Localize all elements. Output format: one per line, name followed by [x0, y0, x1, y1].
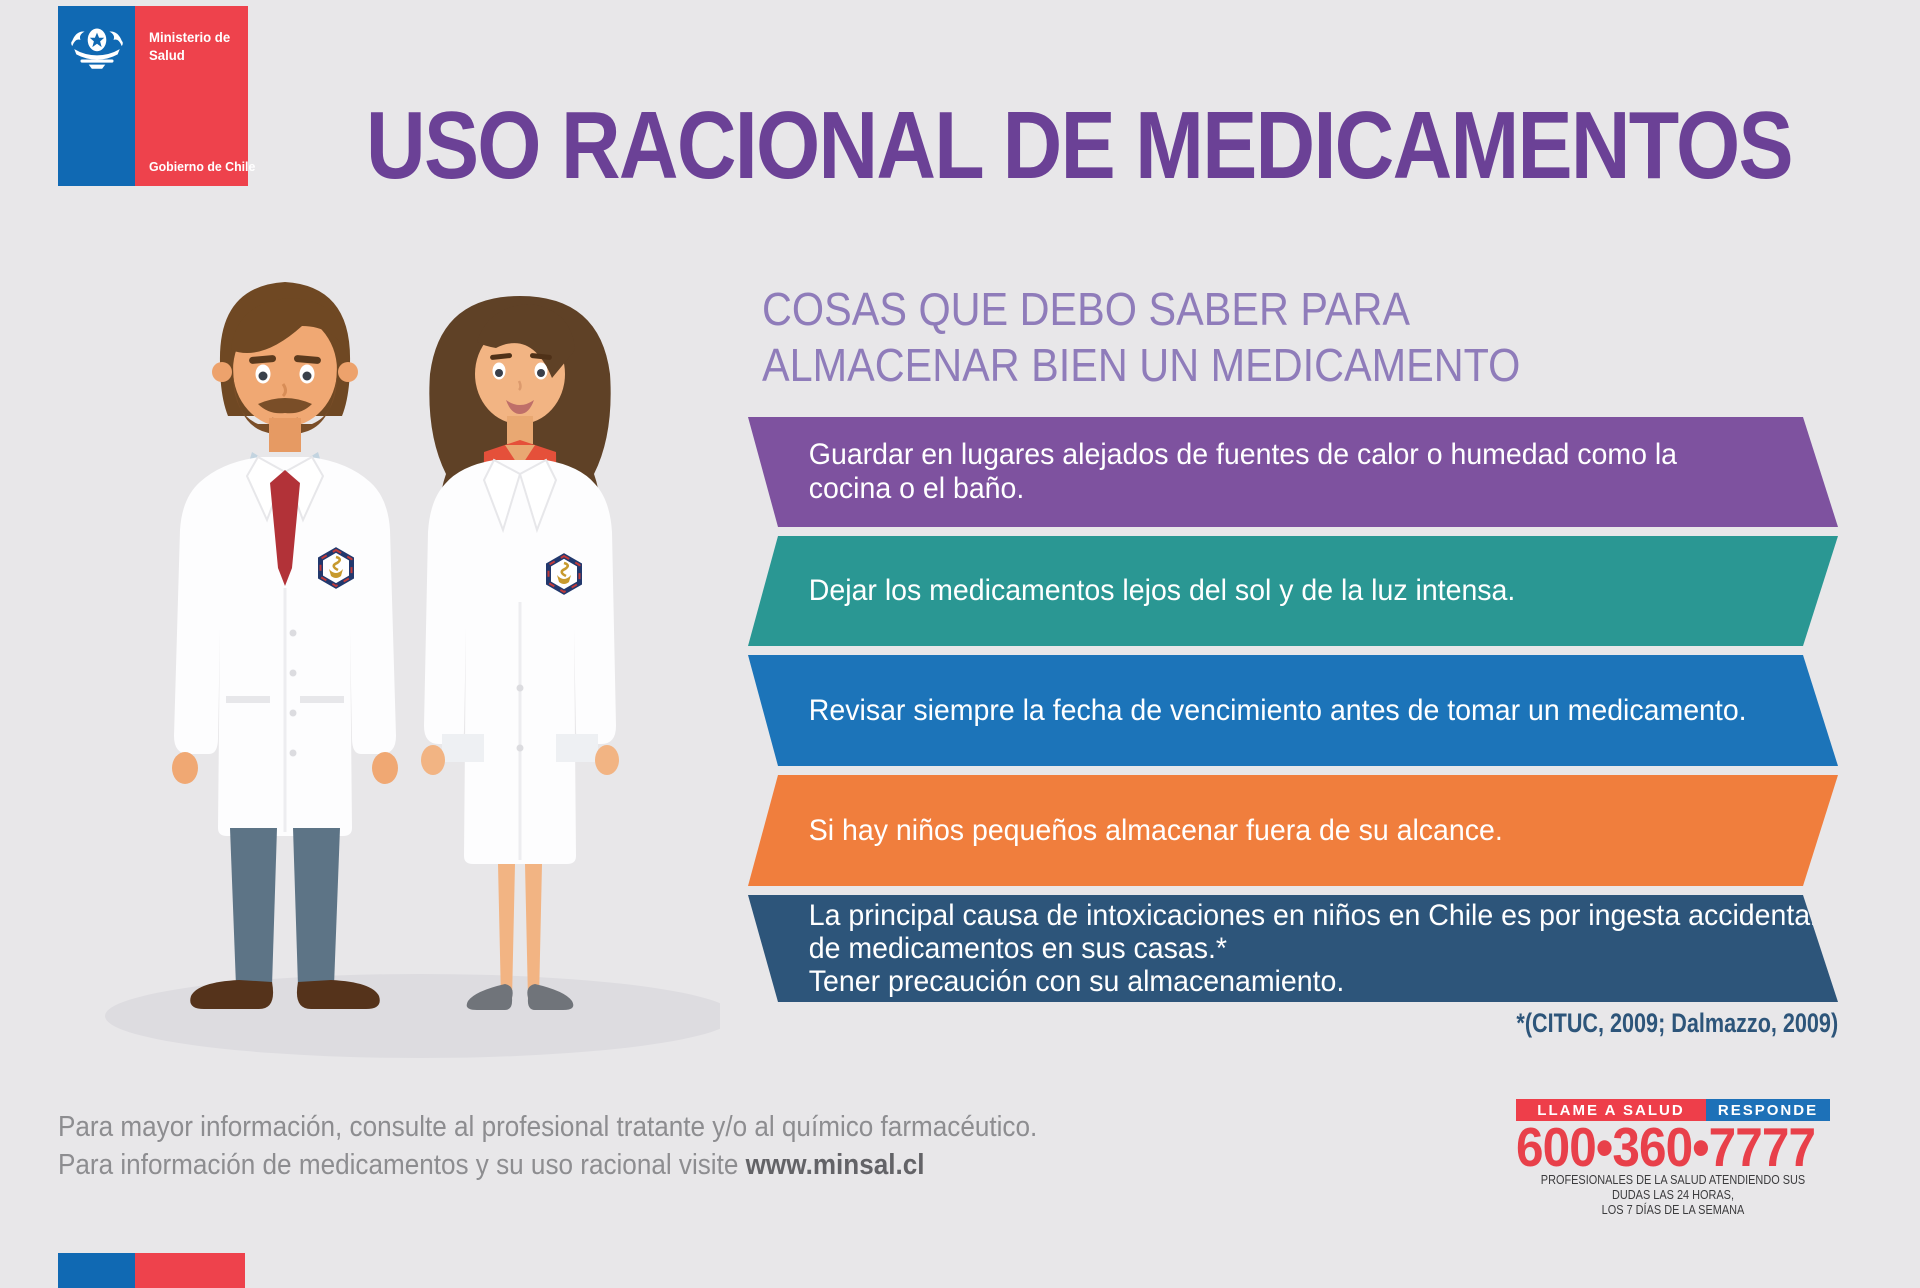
tip-text: Dejar los medicamentos lejos del sol y d… [808, 574, 1516, 607]
salud-responde-phone: 600•360•7777 [1516, 1116, 1816, 1178]
logo-ministry-name: Ministerio de Salud [149, 29, 231, 63]
tip-text: Revisar siempre la fecha de vencimiento … [808, 693, 1747, 727]
tip-banner-sunlight: Dejar los medicamentos lejos del sol y d… [748, 536, 1838, 646]
tip-banner-child-poisoning: La principal causa de intoxicaciones en … [748, 895, 1838, 1002]
tip-text: La principal causa de intoxicaciones en … [808, 899, 1817, 998]
chile-coat-of-arms-icon [71, 28, 123, 69]
minsal-url: www.minsal.cl [745, 1149, 925, 1181]
footer-info-line2: Para información de medicamentos y su us… [58, 1146, 1037, 1184]
tip-text: Guardar en lugares alejados de fuentes d… [808, 438, 1678, 505]
tip-banner-expiry-date: Revisar siempre la fecha de vencimiento … [748, 655, 1838, 766]
salud-responde-bar: LLAME A SALUD RESPONDE [1516, 1099, 1830, 1121]
footer-info-line1: Para mayor información, consulte al prof… [58, 1111, 1038, 1143]
pharmacists-illustration [105, 282, 720, 1058]
tip-banner-heat-humidity: Guardar en lugares alejados de fuentes d… [748, 417, 1838, 527]
section-subtitle: COSAS QUE DEBO SABER PARA ALMACENAR BIEN… [762, 283, 1521, 391]
corner-strip-blue [58, 1253, 135, 1288]
tip-text: Si hay niños pequeños almacenar fuera de… [808, 813, 1503, 847]
footer-info-line2-prefix: Para información de medicamentos y su us… [58, 1149, 746, 1181]
citation-reference: *(CITUC, 2009; Dalmazzo, 2009) [1516, 1008, 1838, 1038]
salud-responde-bar-blue: RESPONDE [1706, 1099, 1830, 1121]
male-pharmacist-figure [172, 282, 398, 1009]
ministry-logo: Ministerio de Salud Gobierno de Chile [58, 6, 255, 186]
tip-banner-children-reach: Si hay niños pequeños almacenar fuera de… [748, 775, 1838, 886]
floor-shadow [105, 974, 720, 1058]
salud-responde-bar-red: LLAME A SALUD [1516, 1099, 1706, 1121]
logo-government-name: Gobierno de Chile [149, 159, 256, 174]
footer-info-text: Para mayor información, consulte al prof… [58, 1108, 1037, 1184]
page-title: USO RACIONAL DE MEDICAMENTOS [366, 92, 1794, 199]
logo-red-column [135, 6, 248, 186]
female-pharmacist-figure [421, 296, 619, 1010]
salud-responde-note: PROFESIONALES DE LA SALUD ATENDIENDO SUS… [1540, 1172, 1806, 1217]
corner-strip-red [135, 1253, 245, 1288]
